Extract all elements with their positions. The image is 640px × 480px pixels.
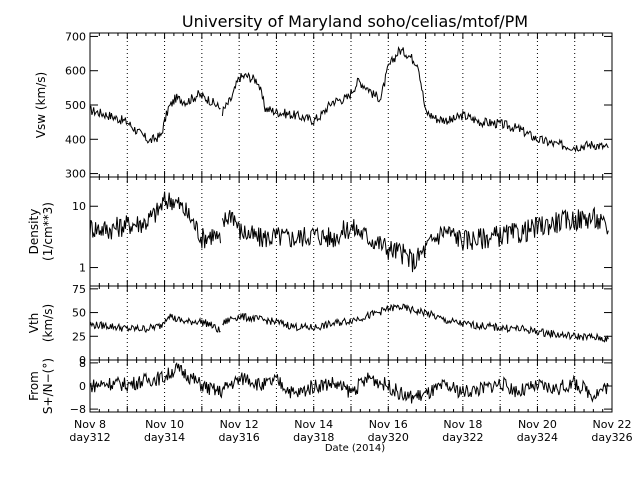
y-tick-label: 50 — [72, 307, 86, 320]
y-axis-label-density: (1/cm**3) — [41, 202, 55, 261]
y-axis-label-vsw: Vsw (km/s) — [34, 72, 48, 138]
y-tick-label: 0 — [79, 380, 86, 393]
series-line-flow — [89, 362, 609, 404]
y-tick-label: 300 — [65, 168, 86, 181]
y-tick-label: −8 — [70, 403, 86, 416]
x-tick-date: Nov 10 — [145, 418, 184, 431]
x-tick-date: Nov 14 — [294, 418, 333, 431]
panel-vsw: 300 400 500 600 700 Vsw (km/s) — [34, 30, 613, 181]
y-tick-label: 75 — [72, 283, 86, 296]
series-line-vsw — [90, 45, 609, 153]
panel-vth: 0 25 50 75 Vth (km/s) — [27, 283, 613, 367]
x-tick-doy: day326 — [591, 431, 632, 444]
chart-title: University of Maryland soho/celias/mtof/… — [182, 12, 528, 31]
y-tick-label: 10 — [72, 200, 86, 213]
x-tick-doy: day322 — [442, 431, 483, 444]
x-tick-date: Nov 18 — [443, 418, 482, 431]
x-tick-date: Nov 8 — [74, 418, 106, 431]
series-line-vth — [89, 303, 609, 343]
y-axis-label-vth: (km/s) — [41, 304, 55, 342]
y-tick-label: 500 — [65, 99, 86, 112]
y-axis-label-density: Density — [27, 209, 41, 255]
y-tick-label: 600 — [65, 65, 86, 78]
y-tick-label: 0 — [79, 354, 86, 367]
y-tick-label: 25 — [72, 330, 86, 343]
y-tick-label: 400 — [65, 133, 86, 146]
x-tick-doy: day316 — [219, 431, 260, 444]
y-tick-label: 700 — [65, 30, 86, 43]
panel-density: 1 10 Density (1/cm**3) — [27, 176, 613, 287]
x-tick-doy: day318 — [293, 431, 334, 444]
x-tick-doy: day314 — [144, 431, 185, 444]
x-tick-doy: day324 — [517, 431, 558, 444]
y-tick-label: 1 — [79, 262, 86, 275]
y-tick-label: 8 — [79, 357, 86, 370]
x-axis-label: Date (2014) — [325, 443, 385, 454]
x-tick-doy: day320 — [368, 431, 409, 444]
y-axis-label-vth: Vth — [27, 313, 41, 334]
x-tick-doy: day312 — [69, 431, 110, 444]
x-tick-date: Nov 12 — [220, 418, 259, 431]
series-line-density — [89, 191, 609, 273]
x-tick-date: Nov 16 — [369, 418, 408, 431]
x-tick-date: Nov 22 — [593, 418, 632, 431]
x-tick-date: Nov 20 — [518, 418, 557, 431]
y-axis-label-flow: From — [27, 371, 41, 401]
y-axis-label-flow: S+/N−(°) — [41, 358, 55, 414]
